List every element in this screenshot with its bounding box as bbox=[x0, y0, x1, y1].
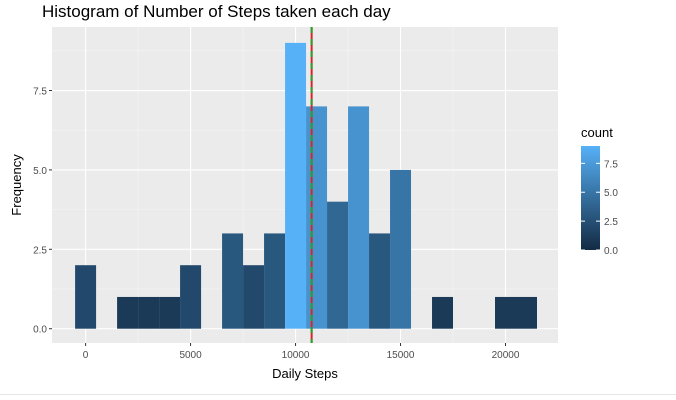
chart-title: Histogram of Number of Steps taken each … bbox=[42, 2, 391, 21]
histogram-bar bbox=[495, 296, 517, 329]
histogram-bar bbox=[369, 233, 391, 329]
x-axis: 0 5000 10000 15000 20000 bbox=[83, 343, 520, 361]
histogram-bars bbox=[75, 42, 538, 329]
y-tick-label: 0.0 bbox=[33, 325, 47, 336]
x-tick-label: 0 bbox=[83, 350, 89, 361]
bottom-divider bbox=[0, 394, 676, 395]
y-tick-label: 2.5 bbox=[33, 245, 47, 256]
y-axis-title: Frequency bbox=[9, 154, 24, 216]
histogram-bar bbox=[285, 42, 307, 329]
histogram-bar bbox=[117, 296, 139, 329]
legend-title: count bbox=[581, 125, 613, 140]
x-axis-title: Daily Steps bbox=[272, 366, 338, 381]
histogram-bar bbox=[306, 106, 328, 329]
x-tick-label: 20000 bbox=[492, 350, 520, 361]
histogram-bar bbox=[180, 265, 202, 329]
x-tick-label: 10000 bbox=[282, 350, 310, 361]
histogram-bar bbox=[138, 296, 160, 329]
y-axis: 0.0 2.5 5.0 7.5 bbox=[33, 87, 52, 336]
legend-tick-label: 0.0 bbox=[604, 246, 618, 257]
x-tick-label: 5000 bbox=[179, 350, 202, 361]
y-tick-label: 5.0 bbox=[33, 166, 47, 177]
histogram-bar bbox=[348, 106, 370, 329]
histogram-bar bbox=[264, 233, 286, 329]
legend-tick-label: 2.5 bbox=[604, 217, 618, 228]
color-legend: count 0.0 2.5 5.0 7.5 bbox=[581, 125, 618, 257]
histogram-bar bbox=[222, 233, 244, 329]
legend-tick-label: 7.5 bbox=[604, 159, 618, 170]
histogram-bar bbox=[390, 169, 412, 329]
x-tick-label: 15000 bbox=[387, 350, 415, 361]
legend-tick-label: 5.0 bbox=[604, 188, 618, 199]
histogram-bar bbox=[327, 201, 349, 329]
legend-colorbar bbox=[581, 146, 600, 250]
histogram-bar bbox=[516, 296, 538, 329]
histogram-bar bbox=[75, 265, 97, 329]
histogram-bar bbox=[432, 296, 454, 329]
histogram-bar bbox=[159, 296, 181, 329]
y-tick-label: 7.5 bbox=[33, 87, 47, 98]
histogram-bar bbox=[243, 265, 265, 329]
